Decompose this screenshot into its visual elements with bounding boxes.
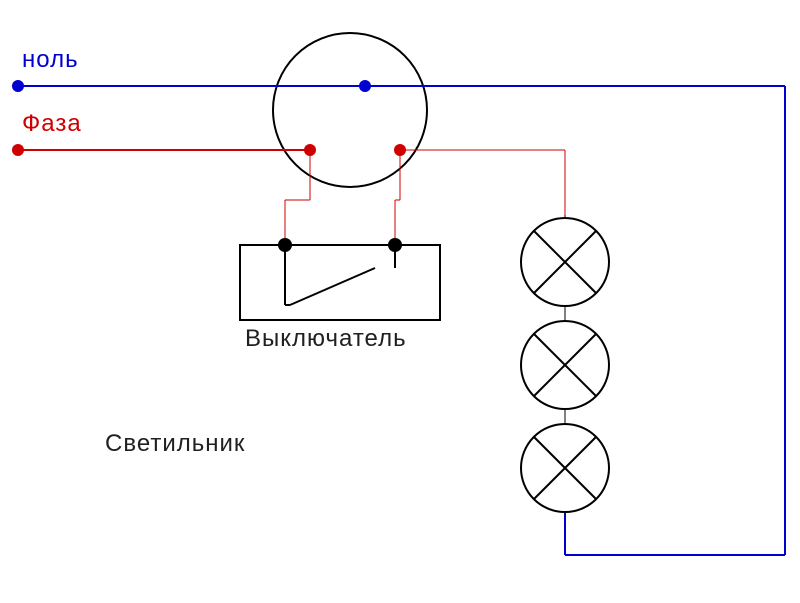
label-switch: Выключатель bbox=[245, 325, 407, 353]
wiring-diagram bbox=[0, 0, 800, 603]
label-neutral: ноль bbox=[22, 46, 79, 74]
label-phase: Фаза bbox=[22, 110, 82, 138]
label-lamp: Светильник bbox=[105, 430, 245, 458]
